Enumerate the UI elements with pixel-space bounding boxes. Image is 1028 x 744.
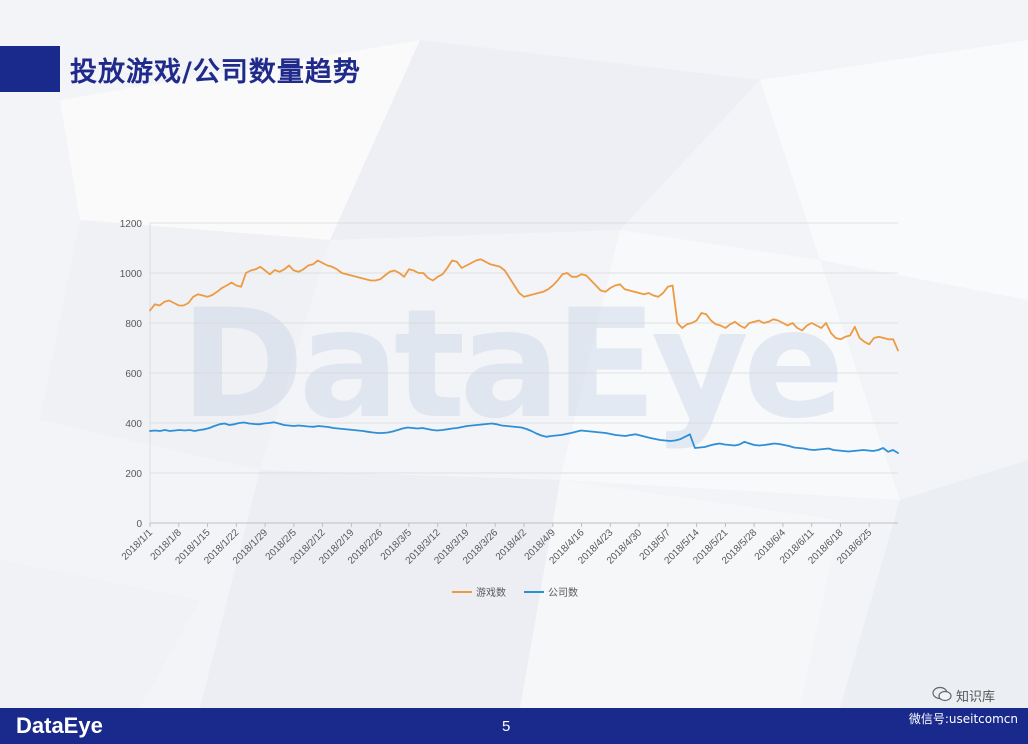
y-tick-label: 1000 bbox=[120, 269, 143, 280]
y-tick-label: 800 bbox=[125, 319, 142, 330]
y-tick-label: 0 bbox=[136, 519, 142, 530]
series-layer bbox=[149, 258, 899, 454]
chart-legend: 游戏数 公司数 bbox=[452, 586, 578, 599]
header-accent-bar bbox=[0, 46, 60, 92]
x-axis: 2018/1/12018/1/82018/1/152018/1/222018/1… bbox=[120, 522, 898, 567]
wechat-id: 微信号:useitcomcn bbox=[908, 712, 1018, 726]
legend-label: 公司数 bbox=[548, 586, 578, 599]
series-line-games bbox=[149, 258, 899, 352]
y-tick-label: 200 bbox=[125, 469, 142, 480]
series-line-companies bbox=[149, 421, 899, 454]
y-tick-label: 600 bbox=[125, 369, 142, 380]
wechat-account-name: 知识库 bbox=[956, 690, 996, 705]
page-title: 投放游戏/公司数量趋势 bbox=[70, 57, 361, 88]
wechat-icon bbox=[932, 686, 952, 702]
footer-logo: DataEye bbox=[16, 713, 103, 738]
y-tick-label: 1200 bbox=[120, 219, 143, 230]
legend-label: 游戏数 bbox=[476, 586, 506, 599]
page-number: 5 bbox=[502, 718, 511, 735]
y-tick-label: 400 bbox=[125, 419, 142, 430]
y-axis: 0 200 400 600 800 1000 1200 bbox=[120, 219, 151, 530]
footer-bar: DataEye 5 bbox=[0, 708, 1028, 744]
